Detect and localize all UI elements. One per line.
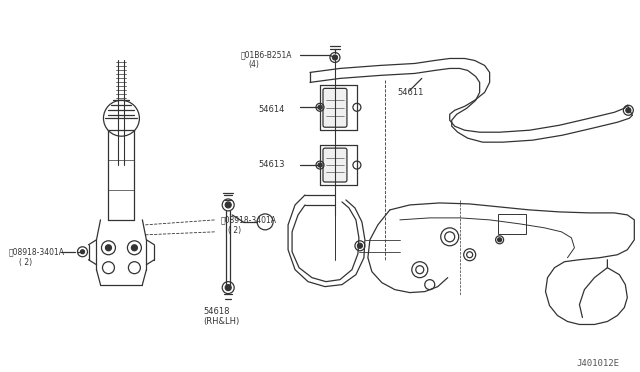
Circle shape (81, 250, 84, 254)
Circle shape (131, 245, 138, 251)
Text: ( 2): ( 2) (19, 258, 32, 267)
Text: ( 2): ( 2) (228, 226, 241, 235)
Circle shape (225, 285, 231, 291)
Circle shape (318, 105, 322, 109)
FancyBboxPatch shape (498, 214, 525, 234)
Text: Ⓝ08918-3401A: Ⓝ08918-3401A (220, 215, 276, 224)
Circle shape (626, 108, 631, 113)
Text: Ⓝ08918-3401A: Ⓝ08918-3401A (9, 248, 65, 257)
Circle shape (498, 238, 502, 242)
FancyBboxPatch shape (323, 89, 347, 127)
Circle shape (318, 163, 322, 167)
Text: 54618: 54618 (204, 307, 230, 315)
Circle shape (225, 202, 231, 208)
Text: (RH&LH): (RH&LH) (204, 317, 239, 326)
Text: (4): (4) (248, 61, 259, 70)
Text: J401012E: J401012E (577, 359, 620, 368)
FancyBboxPatch shape (323, 148, 347, 182)
Text: Ⓝ01B6-B251A: Ⓝ01B6-B251A (240, 51, 292, 60)
Text: 54611: 54611 (398, 89, 424, 97)
Text: 54613: 54613 (258, 160, 285, 169)
Circle shape (357, 243, 362, 248)
Circle shape (106, 245, 111, 251)
Circle shape (332, 55, 337, 60)
Text: 54614: 54614 (258, 105, 285, 114)
